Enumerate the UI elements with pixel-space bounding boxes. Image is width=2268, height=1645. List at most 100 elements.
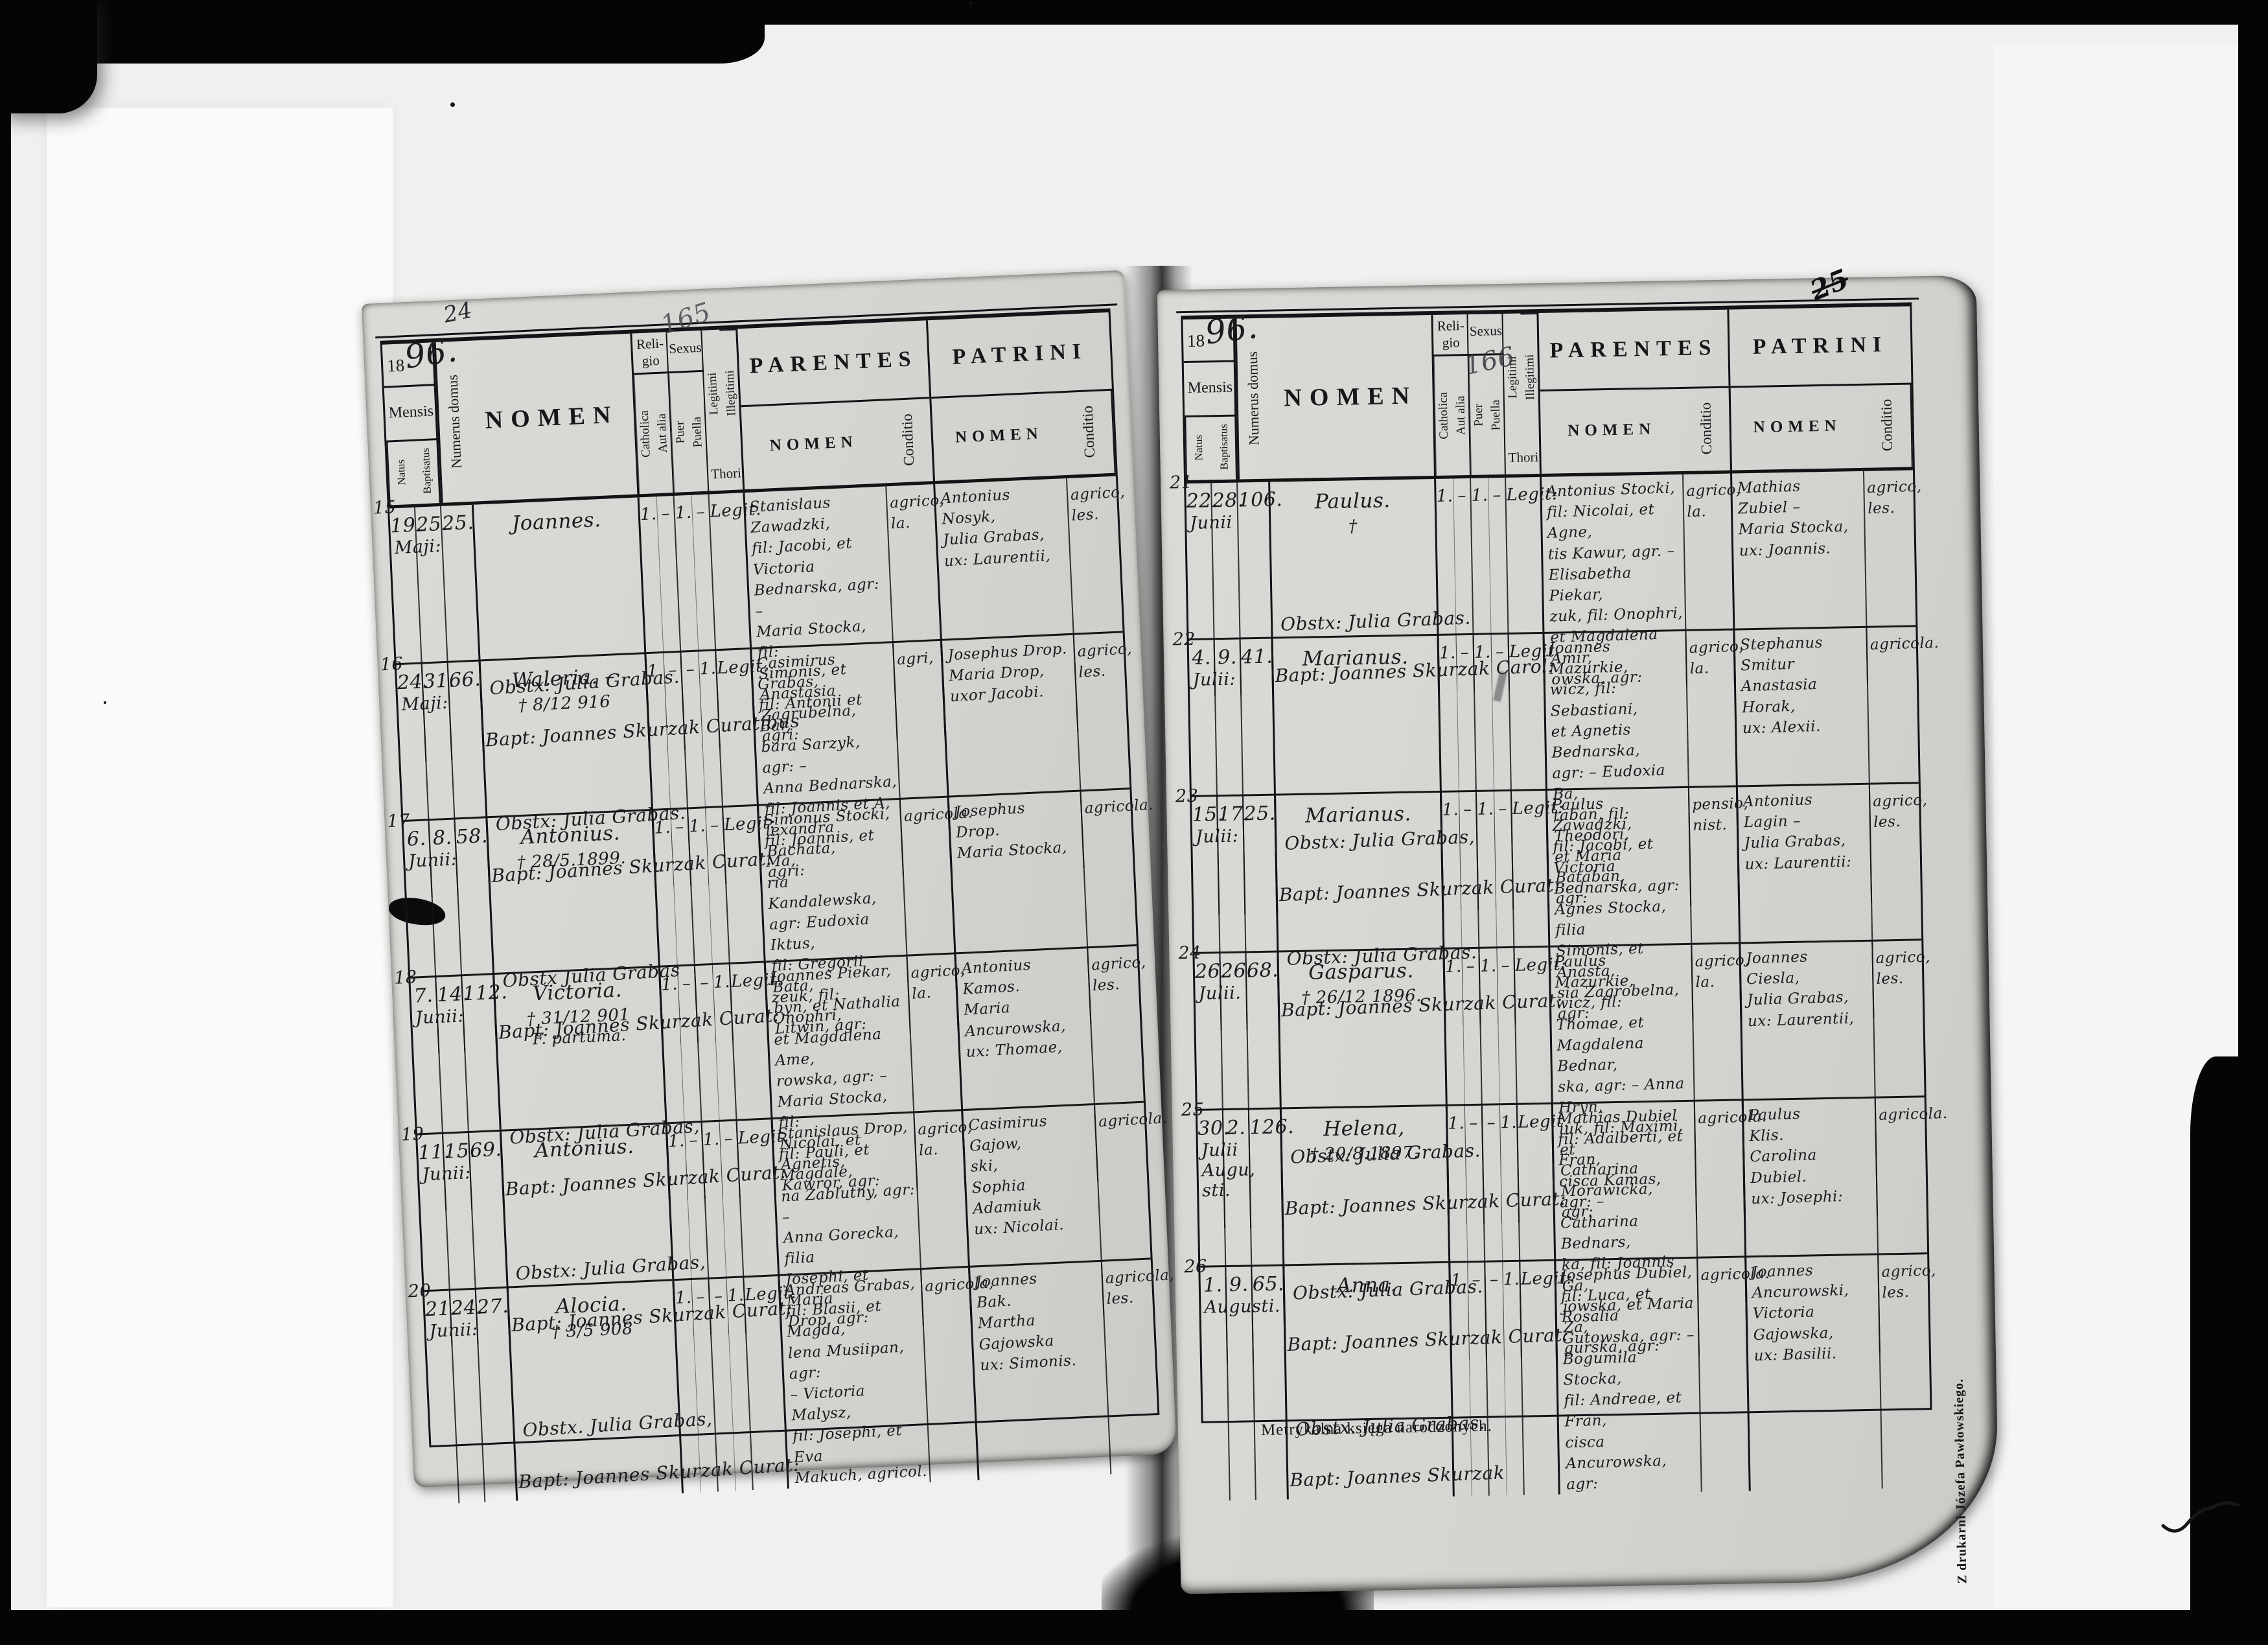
entry-margin-number: 19 [400, 1124, 425, 1145]
nomen-label: NOMEN [1267, 314, 1436, 479]
natus-day: 19. [389, 513, 423, 538]
patrini-group: PATRINI NOMEN Conditio [1729, 306, 1913, 470]
numerus-domus-label: Numerus domus [1234, 318, 1271, 480]
patrini-conditio: agricola. [1083, 796, 1154, 817]
natus-day: 11. [417, 1140, 451, 1165]
cell-parentes-nomen: Josephus Dubiel, fil: Luca, et Rosalia G… [1556, 1258, 1702, 1495]
natus-label: Natus [386, 439, 415, 506]
baptisatus-day: 9. [1217, 646, 1238, 670]
film-edge-left [0, 0, 11, 1645]
religio-label: Reli- gio [1433, 314, 1469, 356]
film-edge-right-lower [2190, 1056, 2268, 1645]
month-name: Maji: [394, 536, 442, 559]
child-name: Marianus. [1304, 802, 1412, 828]
patrini-conditio: agrico, les. [1070, 484, 1126, 525]
film-edge-top-left [0, 0, 765, 64]
puella-mark: 1. [713, 972, 731, 992]
dust-speck [969, 1, 973, 5]
natus-day: 1. [1203, 1274, 1223, 1297]
patrini-names: Mathias Zubiel – Maria Stocka, ux: Joann… [1737, 478, 1849, 559]
baptisatus-day: 24. [450, 1296, 483, 1320]
house-number: 65. [1252, 1272, 1285, 1296]
cell-parentes-nomen: Andreas Grabas, fil: Blasii, et Magda, l… [780, 1270, 931, 1489]
parentes-conditio-label: Conditio [883, 397, 935, 484]
register-entry-row: 23 15. Julii: 17. 25. Marianus. Obstx: J… [1175, 784, 1928, 1031]
child-name: Paulus. [1314, 489, 1391, 514]
catholica-mark: 1. [1448, 1114, 1465, 1134]
patrini-label: PATRINI [927, 312, 1113, 399]
religio-line1: Reli- [1437, 318, 1464, 334]
catholica-label: Catholica [1433, 356, 1453, 476]
parentes-conditio: agrico, la. [910, 962, 966, 1003]
puella-mark: – [723, 1128, 734, 1149]
patrini-names: Casimirus Gajow, ski, Sophia Adamiuk ux:… [967, 1113, 1065, 1239]
natus-day: 26. [1194, 959, 1227, 983]
patrini-conditio: agricola. [1878, 1104, 1948, 1124]
month-name: Maji: [400, 692, 449, 715]
thori-mark: Legit: [1512, 798, 1564, 819]
patrini-names: Paulus Klis. Carolina Dubiel. ux: Joseph… [1748, 1105, 1844, 1208]
entry-margin-number: 25 [1181, 1099, 1205, 1121]
baptisatus-day: 31. [422, 669, 456, 694]
natus-day: 21. [424, 1297, 457, 1322]
house-number: 58. [455, 824, 489, 849]
baptisatus-day: 26. [1220, 959, 1253, 983]
entry-margin-number: 18 [393, 967, 418, 988]
natus-day: 22. [1186, 489, 1219, 513]
thori-mark: Legit: [1520, 1268, 1573, 1289]
puella-mark: – [1501, 955, 1510, 976]
patrini-conditio: agrico, les. [1077, 640, 1133, 681]
parentes-conditio: pensio, nist. [1691, 795, 1749, 835]
parentes-label: PARENTES [737, 320, 930, 408]
legitimi-group: Legitimi Illegitimi Thori [1503, 312, 1542, 474]
entry-margin-number: 26 [1184, 1256, 1207, 1278]
patrini-names: Joannes Bak. Martha Gajowska ux: Simonis… [975, 1270, 1077, 1374]
register-page-right: 25 166 18 96. Mensis Natus Baptisatus Nu… [1157, 262, 2000, 1594]
patrini-conditio-label: Conditio [1862, 382, 1913, 468]
patrini-nomen-label: NOMEN [955, 425, 1044, 447]
patrini-group: PATRINI NOMEN Conditio [927, 312, 1116, 481]
register-entry-row: 22 4. Julii: 9. 41. Marianus. Obstx: Jul… [1172, 627, 1939, 916]
house-number: 106. [1238, 488, 1283, 512]
natus-day: 7. [413, 984, 434, 1008]
baptisatus-day: 28. [1212, 489, 1245, 513]
entry-margin-number: 20 [408, 1280, 432, 1302]
religio-line2: gio [1442, 334, 1460, 351]
register-entry-row: 15 19. Maji: 25. 25. Joannes. Obstx: Jul… [373, 476, 1126, 763]
aut-alia-mark: – [682, 974, 691, 994]
register-page-left: 24 165 18 96. Mensis Natus Baptisatus Nu… [361, 270, 1177, 1504]
thori-mark: Legit. [730, 970, 783, 992]
house-number: 69. [469, 1138, 503, 1162]
patrini-conditio: agricola. [1869, 634, 1939, 654]
patrini-conditio: agrico, les. [1866, 478, 1923, 518]
corner-annotation-left: 24 [441, 297, 475, 329]
dust-speck [104, 701, 106, 704]
mensis-label: Mensis [384, 384, 439, 443]
parentes-names: Andreas Grabas, fil: Blasii, et Magda, l… [784, 1275, 928, 1487]
sexus-group: Sexus Puer Puella [1468, 313, 1506, 475]
patrini-conditio: agrico, les. [1881, 1262, 1937, 1302]
parentes-names: Josephus Dubiel, fil: Luca, et Rosalia G… [1560, 1263, 1695, 1493]
house-number: 66. [448, 668, 481, 692]
patrini-label: PATRINI [1729, 306, 1912, 388]
month-name: Julii: [1192, 669, 1236, 690]
thori-label: Thori [710, 464, 742, 482]
month-name: Julii. [1198, 983, 1242, 1004]
thori-mark: Legit. [716, 656, 769, 679]
table-rows-left: 15 19. Maji: 25. 25. Joannes. Obstx: Jul… [373, 476, 1175, 1504]
parentes-conditio: agricola. [903, 804, 973, 825]
cell-natus: 1. Augusti. [1200, 1267, 1280, 1501]
patrini-conditio: agricola. [1098, 1110, 1168, 1131]
parentes-nomen-label: NOMEN [1568, 420, 1656, 440]
mensis-label: Mensis [1183, 360, 1237, 418]
religio-line2: gio [642, 353, 660, 369]
house-number: 126. [1249, 1115, 1295, 1139]
patrini-names: Josephus Drop. Maria Drop, uxor Jacobi. [947, 640, 1068, 706]
baptisatus-day: 14. [436, 982, 470, 1007]
legitimi-label: Legitimi [1505, 355, 1520, 399]
cell-patrini-conditio: agricola, les. [1102, 1259, 1175, 1474]
parentes-conditio-label: Conditio [1682, 386, 1732, 471]
year-box: 18 96. [382, 331, 459, 388]
aut-alia-mark: – [1468, 1113, 1478, 1134]
month-name: Junii: [408, 849, 457, 872]
